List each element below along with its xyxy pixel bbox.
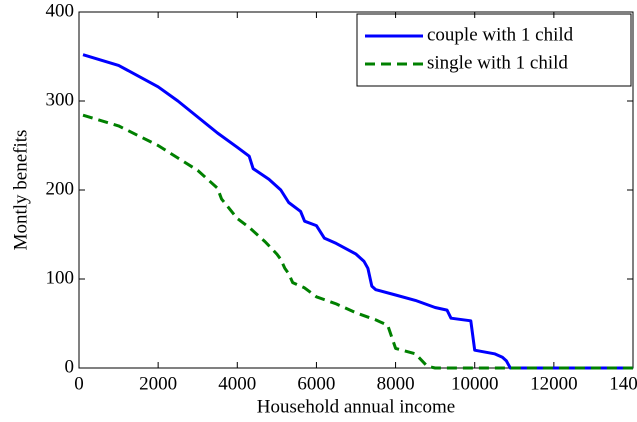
x-tick-label: 10000 [451,373,499,394]
y-tick-label: 300 [46,89,75,110]
x-tick-label: 8000 [377,373,415,394]
x-axis-label: Household annual income [257,396,455,417]
series-line [82,113,633,370]
x-tick-label: 0 [74,373,84,394]
series-line [82,53,633,370]
x-tick-label: 4000 [218,373,256,394]
x-tick-label: 6000 [297,373,335,394]
y-axis-label: Montly benefits [10,130,31,251]
y-tick-label: 0 [65,356,75,377]
legend-label: single with 1 child [427,52,568,73]
legend-box [356,13,632,87]
y-tick-label: 100 [46,267,75,288]
y-tick-label: 400 [46,0,75,21]
legend-label: couple with 1 child [427,24,574,45]
x-tick-label: 12000 [530,373,578,394]
x-tick-label: 2000 [139,373,177,394]
y-tick-label: 200 [46,178,75,199]
x-tick-label: 14000 [609,373,637,394]
